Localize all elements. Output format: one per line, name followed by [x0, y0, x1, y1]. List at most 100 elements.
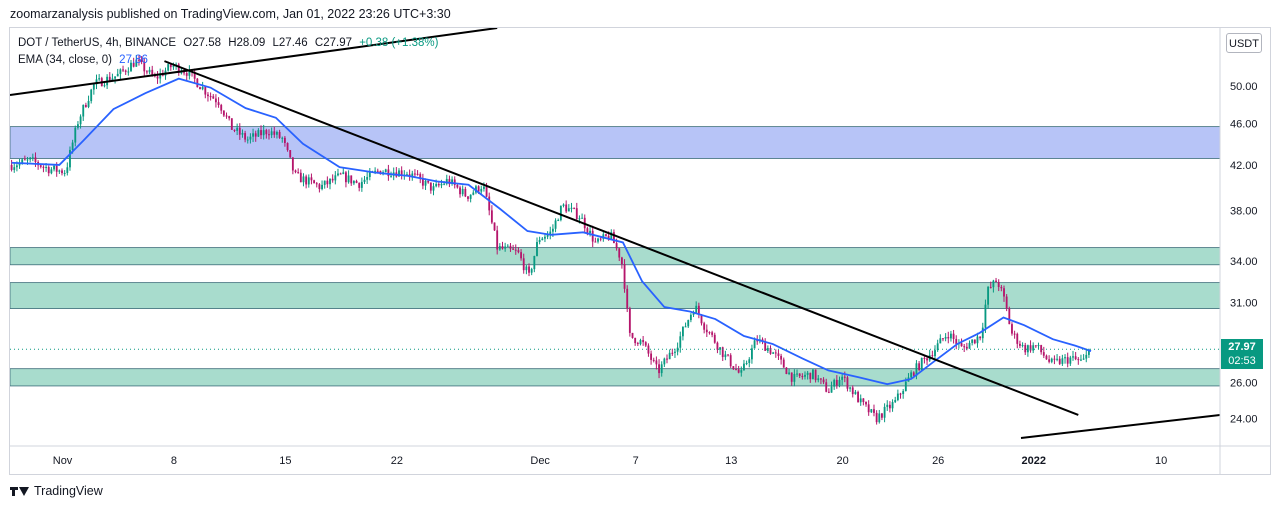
- candle-body: [451, 179, 454, 185]
- time-tick-label: 13: [725, 455, 737, 467]
- candle-body: [671, 352, 674, 354]
- candle-body: [735, 369, 737, 371]
- candle-body: [419, 174, 422, 179]
- price-tick-label: 42.00: [1230, 160, 1258, 172]
- candle-body: [345, 172, 347, 183]
- candle-body: [822, 379, 825, 383]
- candle-body: [339, 173, 342, 175]
- candle-body: [567, 208, 570, 212]
- candle-body: [406, 174, 408, 176]
- candle-body: [644, 342, 647, 346]
- candle-body: [947, 336, 950, 339]
- candle-body: [838, 379, 841, 386]
- candle-body: [666, 358, 668, 360]
- candle-body: [1037, 345, 1040, 347]
- candle-body: [743, 363, 745, 371]
- candle-body: [199, 87, 201, 90]
- candle-body: [942, 338, 944, 340]
- currency-button[interactable]: USDT: [1226, 33, 1262, 53]
- candle-body: [782, 359, 785, 368]
- price-tick-label: 26.00: [1230, 377, 1258, 389]
- candle-body: [878, 413, 881, 423]
- candle-body: [326, 180, 329, 185]
- candle-body: [764, 341, 767, 351]
- candle-body: [591, 230, 594, 242]
- footer-brand-text: TradingView: [34, 484, 103, 498]
- candle-body: [801, 376, 804, 378]
- ema-line-layer: [11, 77, 1092, 386]
- trendlines[interactable]: [10, 28, 1220, 440]
- trendline[interactable]: [10, 28, 498, 96]
- candle-body: [1069, 357, 1072, 364]
- candle-body: [276, 131, 278, 135]
- candle-body: [207, 94, 209, 97]
- candle-body: [257, 130, 260, 137]
- candle-body: [1034, 345, 1037, 347]
- legend-symbol[interactable]: DOT / TetherUS, 4h, BINANCE: [18, 37, 177, 49]
- candle-body: [98, 78, 101, 80]
- trendline[interactable]: [1020, 413, 1220, 440]
- candle-body: [331, 178, 334, 181]
- candle-body: [490, 210, 493, 223]
- candle-body: [217, 102, 220, 106]
- candle-body: [950, 333, 952, 339]
- candle-body: [368, 171, 371, 178]
- candle-body: [87, 101, 90, 107]
- candle-body: [1005, 296, 1008, 309]
- candle-body: [605, 234, 607, 236]
- candle-body: [862, 398, 865, 403]
- candle-body: [870, 409, 873, 413]
- candle-body: [116, 73, 119, 77]
- candle-body: [1048, 359, 1051, 362]
- candle-body: [283, 137, 286, 143]
- candle-body: [873, 409, 875, 413]
- candle-body: [90, 89, 93, 102]
- zone-green: [10, 282, 1220, 309]
- time-tick-label: 7: [633, 455, 639, 467]
- candle-body: [981, 327, 984, 339]
- candle-body: [501, 246, 504, 249]
- candle-body: [944, 336, 947, 339]
- candle-body: [127, 71, 130, 73]
- candle-body: [995, 280, 997, 282]
- candle-body: [358, 182, 361, 188]
- candle-body: [931, 355, 934, 357]
- candle-body: [220, 105, 223, 111]
- candle-body: [631, 332, 634, 338]
- candle-body: [817, 378, 820, 381]
- candle-body: [554, 220, 557, 229]
- candle-body: [1066, 357, 1069, 364]
- candle-body: [498, 246, 501, 250]
- candle-body: [549, 231, 552, 235]
- candle-body: [509, 245, 512, 249]
- candle-body: [50, 169, 53, 174]
- candle-body: [910, 372, 913, 378]
- candle-body: [896, 393, 899, 401]
- candle-body: [634, 337, 637, 344]
- candle-body: [278, 131, 281, 138]
- candle-body: [45, 166, 48, 168]
- candle-body: [390, 175, 392, 177]
- candle-body: [1085, 354, 1088, 359]
- time-tick-label: 10: [1155, 455, 1167, 467]
- candle-body: [23, 159, 26, 161]
- candle-body: [143, 61, 146, 72]
- footer-brand[interactable]: TradingView: [10, 484, 103, 498]
- candle-body: [570, 207, 573, 209]
- candle-body: [281, 137, 284, 139]
- time-tick-label: 22: [391, 455, 403, 467]
- candle-body: [716, 342, 719, 350]
- candle-body: [729, 355, 732, 367]
- candle-body: [156, 76, 159, 79]
- last-price-value: 27.97: [1228, 341, 1256, 353]
- candle-body: [437, 184, 440, 186]
- candle-body: [615, 243, 618, 249]
- candle-body: [159, 73, 162, 79]
- trendline[interactable]: [164, 60, 1079, 416]
- candle-body: [581, 217, 584, 219]
- candle-body: [1008, 308, 1011, 325]
- candle-body: [58, 170, 61, 172]
- legend-ema-label[interactable]: EMA (34, close, 0): [18, 54, 112, 66]
- candle-body: [891, 402, 894, 409]
